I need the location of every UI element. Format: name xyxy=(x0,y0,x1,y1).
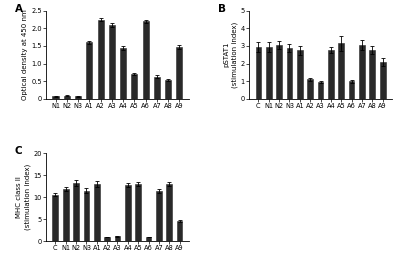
Bar xyxy=(256,47,261,99)
Bar xyxy=(370,50,375,99)
Bar xyxy=(176,47,182,99)
Bar xyxy=(84,191,89,241)
Bar xyxy=(286,48,292,99)
Bar xyxy=(349,81,354,99)
Bar xyxy=(165,80,171,99)
Bar xyxy=(166,184,172,241)
Bar xyxy=(52,195,58,241)
Bar xyxy=(94,184,100,241)
Bar xyxy=(115,236,120,241)
Bar xyxy=(73,183,79,241)
Bar xyxy=(156,191,162,241)
Text: A: A xyxy=(14,4,22,14)
Bar xyxy=(52,96,59,99)
Bar xyxy=(104,237,110,241)
Bar xyxy=(177,221,182,241)
Y-axis label: pSTAT1
(stimulation index): pSTAT1 (stimulation index) xyxy=(223,22,238,88)
Bar xyxy=(266,47,272,99)
Bar xyxy=(131,74,138,99)
Bar xyxy=(64,95,70,99)
Bar xyxy=(318,82,323,99)
Bar xyxy=(297,50,303,99)
Bar xyxy=(86,42,92,99)
Bar xyxy=(63,189,68,241)
Bar xyxy=(75,96,81,99)
Bar xyxy=(154,77,160,99)
Bar xyxy=(109,25,115,99)
Bar xyxy=(98,20,104,99)
Bar xyxy=(276,45,282,99)
Bar xyxy=(120,48,126,99)
Bar xyxy=(125,185,131,241)
Bar xyxy=(328,50,334,99)
Text: C: C xyxy=(14,146,22,156)
Bar xyxy=(146,237,152,241)
Bar xyxy=(142,21,149,99)
Text: B: B xyxy=(218,4,226,14)
Bar xyxy=(380,62,386,99)
Bar xyxy=(359,45,365,99)
Bar xyxy=(135,184,141,241)
Y-axis label: Optical density at 450 nm: Optical density at 450 nm xyxy=(22,9,28,100)
Bar xyxy=(307,79,313,99)
Bar xyxy=(338,43,344,99)
Y-axis label: MHC class II
(stimulation index): MHC class II (stimulation index) xyxy=(16,164,30,230)
